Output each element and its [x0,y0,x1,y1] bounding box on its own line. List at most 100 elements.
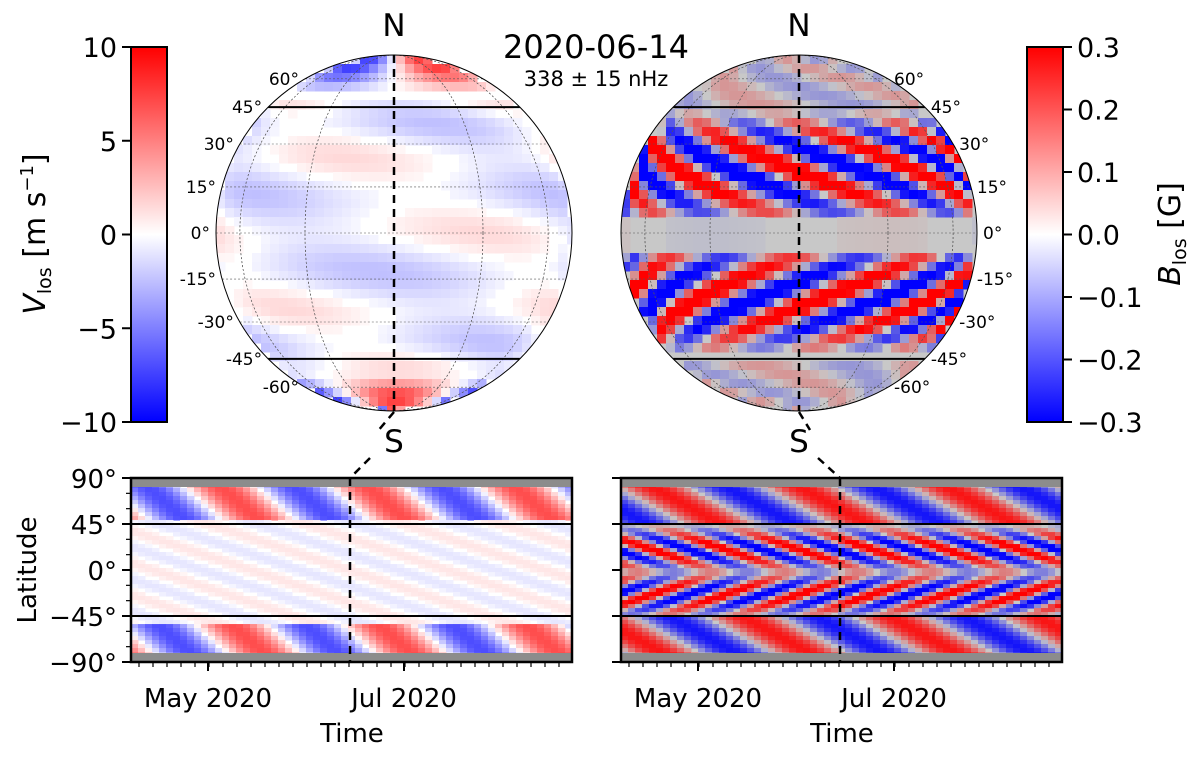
velocity-panel-cell [187,648,195,653]
magnetic-globe-cell [882,226,892,236]
magnetic-panel-cell [642,492,650,497]
velocity-globe-cell [279,361,289,371]
velocity-panel-cell [439,516,447,521]
magnetic-panel-cell [831,488,839,493]
magnetic-globe-cell [720,334,730,344]
magnetic-globe-cell [693,190,703,200]
velocity-panel-cell [432,516,440,521]
velocity-panel-cell [397,516,405,521]
velocity-globe-cell [432,136,442,146]
magnetic-panel-cell [866,488,874,493]
magnetic-colorbar: 0.30.20.10.0−0.1−0.2−0.3 Blos [G] [1026,33,1191,439]
velocity-panel-cell [292,600,300,605]
velocity-globe-cell [261,208,271,218]
velocity-panel-cell [544,536,552,541]
magnetic-panel-cell [698,496,706,501]
magnetic-globe-cell [900,334,910,344]
velocity-panel-cell [208,496,216,501]
velocity-panel-cell [222,640,230,645]
velocity-panel-cell [390,568,398,573]
velocity-globe-cell [414,397,424,407]
velocity-panel-cell [264,496,272,501]
magnetic-globe-cell [729,145,739,155]
velocity-globe-cell [351,190,361,200]
magnetic-globe-cell [648,316,658,326]
magnetic-colorbar-tick-label: −0.2 [1077,346,1143,377]
velocity-globe-cell [531,334,541,344]
magnetic-globe-cell [891,244,901,254]
magnetic-globe-cell [927,190,937,200]
velocity-panel-cell [383,608,391,613]
velocity-panel-cell [292,516,300,521]
velocity-panel-cell [201,548,209,553]
velocity-globe-cell [513,343,523,353]
velocity-panel-cell [285,520,293,525]
magnetic-globe-cell [864,235,874,245]
velocity-panel-cell [418,620,426,625]
velocity-panel-cell [334,644,342,649]
magnetic-globe-cell [936,316,946,326]
velocity-panel-cell [565,532,572,537]
magnetic-panel-cell [719,496,727,501]
velocity-panel-cell [299,520,307,525]
velocity-globe-cell [477,289,487,299]
velocity-panel-cell [327,584,335,589]
velocity-panel-cell [180,628,188,633]
velocity-panel-cell [159,600,167,605]
velocity-panel-cell [537,572,545,577]
velocity-globe-cell [423,262,433,272]
velocity-panel-cell [320,492,328,497]
magnetic-panel-cell [1006,488,1014,493]
velocity-globe-cell [378,100,388,110]
magnetic-globe-cell [927,172,937,182]
velocity-panel-cell [488,492,496,497]
velocity-globe-cell [351,307,361,317]
magnetic-globe-cell [900,316,910,326]
velocity-globe-cell [351,379,361,389]
velocity-panel-cell [551,500,559,505]
velocity-panel-cell [446,616,454,621]
velocity-panel-cell [397,504,405,509]
velocity-panel-cell [131,644,139,649]
velocity-panel-cell [509,648,517,653]
magnetic-globe-cell [864,208,874,218]
velocity-panel-cell [257,500,265,505]
velocity-colorbar-fill [130,46,168,423]
velocity-globe-cell [333,73,343,83]
velocity-panel-cell [530,632,538,637]
velocity-globe-cell [324,199,334,209]
velocity-globe-cell [468,163,478,173]
magnetic-colorbar-tick-label: 0.2 [1077,96,1120,127]
velocity-panel-cell [467,608,475,613]
velocity-panel-cell [453,504,461,509]
magnetic-globe-cell [621,235,631,245]
magnetic-globe-cell [648,280,658,290]
velocity-globe-cell [360,82,370,92]
magnetic-globe-cell [819,55,829,65]
velocity-globe-cell [423,271,433,281]
velocity-globe-cell [459,253,469,263]
velocity-panel-cell [180,644,188,649]
velocity-panel-cell [502,556,510,561]
velocity-globe-cell [450,172,460,182]
magnetic-panel-cell [677,492,685,497]
velocity-globe-cell [252,253,262,263]
velocity-panel-cell [474,556,482,561]
velocity-panel-cell [145,540,153,545]
velocity-globe-cell [459,73,469,83]
magnetic-globe-cell [729,163,739,173]
velocity-globe-cell [432,397,442,407]
velocity-panel-cell [278,496,286,501]
velocity-globe-cell [423,136,433,146]
velocity-panel-cell [236,492,244,497]
velocity-globe-cell [414,136,424,146]
velocity-panel-cell [369,528,377,533]
velocity-panel-cell [299,496,307,501]
velocity-panel-cell [320,540,328,545]
velocity-globe-lat-label: 60° [269,70,299,90]
velocity-globe-cell [540,316,550,326]
velocity-globe-cell [315,244,325,254]
magnetic-globe-cell [756,388,766,398]
magnetic-panel-cell [817,492,825,497]
velocity-panel-cell [558,600,566,605]
